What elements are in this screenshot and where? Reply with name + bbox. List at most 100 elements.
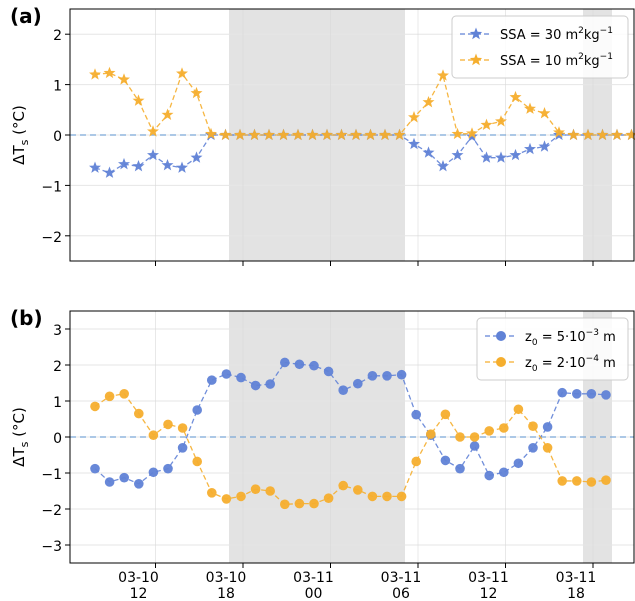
data-point <box>382 491 392 502</box>
data-point <box>103 166 116 178</box>
data-point <box>134 479 144 489</box>
legend-label: SSA = 30 m2kg−1 <box>500 26 613 43</box>
data-point <box>572 389 582 399</box>
data-point <box>625 128 635 141</box>
data-point <box>148 467 159 478</box>
legend-marker <box>496 357 506 367</box>
legend-label-base: SSA = 30 m <box>500 28 578 43</box>
data-point <box>221 494 232 504</box>
data-point <box>294 359 305 370</box>
data-point <box>132 94 145 106</box>
y-tick-label: −2 <box>41 503 62 519</box>
data-point <box>192 405 202 415</box>
data-point <box>353 378 363 389</box>
data-point <box>586 477 597 487</box>
data-point <box>538 140 551 152</box>
data-point <box>309 360 319 371</box>
data-point <box>192 456 202 467</box>
data-point <box>553 126 565 138</box>
y-axis-label-main: ΔT <box>10 447 28 467</box>
data-point <box>396 491 407 502</box>
data-point <box>484 426 495 436</box>
data-point <box>147 148 159 161</box>
data-point <box>382 371 392 381</box>
data-point <box>601 475 611 486</box>
legend-box <box>451 15 629 79</box>
data-point <box>236 491 246 502</box>
data-point <box>542 443 553 453</box>
y-axis-label-unit: (°C) <box>10 105 28 139</box>
data-point <box>177 423 188 433</box>
legend-label-mid: kg <box>584 28 600 43</box>
data-point <box>119 472 129 483</box>
data-point <box>280 499 290 510</box>
data-point <box>118 157 130 170</box>
y-tick-label: 2 <box>53 359 62 375</box>
data-point <box>104 477 115 487</box>
legend-label: SSA = 10 m2kg−1 <box>500 52 613 69</box>
data-point <box>411 456 422 467</box>
data-point <box>161 108 174 120</box>
data-point <box>480 151 493 163</box>
data-point <box>89 68 101 80</box>
x-tick-label-date: 03-11 <box>556 570 597 586</box>
data-point <box>596 128 609 141</box>
data-point <box>338 480 349 491</box>
x-tick-label-date: 03-11 <box>381 570 422 586</box>
data-point <box>455 463 465 474</box>
legend-label-tail: m <box>599 330 616 345</box>
data-point <box>163 463 173 474</box>
y-axis-label-sub: s <box>18 441 31 447</box>
data-point <box>601 390 611 400</box>
data-point <box>557 387 567 398</box>
y-axis-label-main: ΔT <box>10 145 28 165</box>
data-point <box>323 493 334 504</box>
data-point <box>161 158 174 171</box>
legend-label-mid: = 2·10 <box>538 356 586 371</box>
data-point <box>104 391 115 402</box>
data-point <box>248 128 261 141</box>
y-axis-label: ΔTs (°C) <box>10 105 31 165</box>
data-point <box>350 128 362 141</box>
data-point <box>265 486 276 496</box>
legend-label-sup: 2 <box>578 52 584 62</box>
data-point <box>509 90 522 103</box>
y-axis-label: ΔTs (°C) <box>10 407 31 467</box>
data-point <box>89 161 101 173</box>
legend-box <box>476 317 629 381</box>
data-point <box>292 128 304 141</box>
x-tick-label-date: 03-11 <box>468 570 509 586</box>
legend-label-sup: −1 <box>600 26 613 36</box>
data-point <box>309 498 319 509</box>
data-point <box>582 128 594 141</box>
legend-label-sup: −3 <box>586 328 599 338</box>
data-point <box>572 476 582 486</box>
data-point <box>221 369 232 379</box>
data-point <box>426 429 436 439</box>
legend-label-base: z <box>525 330 532 345</box>
data-point <box>393 128 406 141</box>
y-tick-label: 3 <box>53 323 62 339</box>
data-point <box>177 443 188 453</box>
data-point <box>277 128 290 141</box>
data-point <box>364 128 377 141</box>
data-point <box>176 67 188 79</box>
data-point <box>294 498 305 509</box>
data-point <box>567 128 580 141</box>
data-point <box>148 430 159 441</box>
x-tick-label-hour: 12 <box>480 586 498 601</box>
data-point <box>367 371 378 381</box>
legend-label-sub: 0 <box>532 338 538 348</box>
data-point <box>147 125 159 137</box>
data-point <box>90 463 100 474</box>
legend-marker <box>469 27 483 40</box>
legend-label-mid: = 5·10 <box>538 330 586 345</box>
data-point <box>103 66 116 79</box>
data-point <box>338 385 349 396</box>
data-point <box>205 127 217 140</box>
legend-label-sup: 2 <box>578 26 584 36</box>
data-point <box>455 432 465 442</box>
data-point <box>422 95 435 108</box>
y-tick-label: −2 <box>41 230 62 246</box>
